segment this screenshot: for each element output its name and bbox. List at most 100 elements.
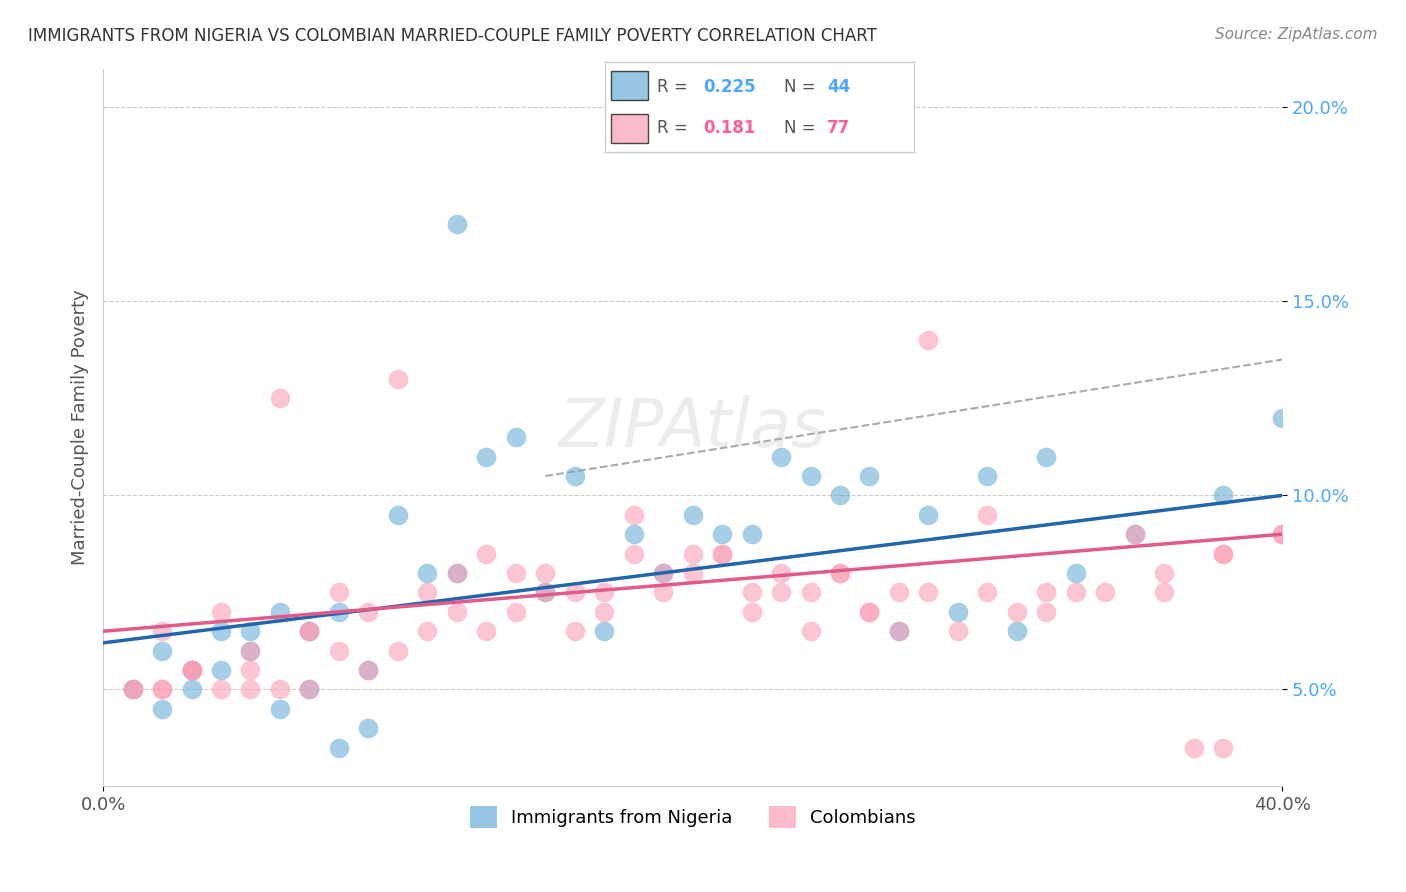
- Point: [239, 643, 262, 657]
- Point: [1005, 605, 1028, 619]
- Point: [328, 740, 350, 755]
- Point: [1153, 566, 1175, 580]
- Point: [858, 605, 880, 619]
- Point: [357, 721, 380, 735]
- Point: [328, 585, 350, 599]
- Point: [328, 605, 350, 619]
- Point: [1271, 527, 1294, 541]
- Text: 77: 77: [827, 120, 851, 137]
- Point: [209, 682, 232, 697]
- Point: [770, 450, 793, 464]
- Point: [564, 469, 586, 483]
- Point: [1212, 488, 1234, 502]
- Point: [652, 585, 675, 599]
- Point: [1271, 527, 1294, 541]
- Text: ZIPAtlas: ZIPAtlas: [558, 394, 827, 460]
- Point: [416, 624, 439, 639]
- Point: [858, 469, 880, 483]
- Point: [298, 682, 321, 697]
- Point: [328, 643, 350, 657]
- Point: [770, 585, 793, 599]
- Point: [298, 624, 321, 639]
- Point: [239, 682, 262, 697]
- Point: [652, 566, 675, 580]
- Point: [150, 682, 173, 697]
- Point: [298, 682, 321, 697]
- Point: [682, 547, 704, 561]
- Point: [239, 663, 262, 677]
- Point: [711, 547, 734, 561]
- Point: [1064, 566, 1087, 580]
- Point: [1182, 740, 1205, 755]
- Point: [1094, 585, 1116, 599]
- Point: [623, 508, 645, 522]
- Point: [828, 488, 851, 502]
- Point: [475, 547, 498, 561]
- Point: [446, 566, 468, 580]
- Point: [269, 605, 291, 619]
- Point: [1212, 547, 1234, 561]
- Point: [1153, 585, 1175, 599]
- Point: [180, 663, 202, 677]
- Point: [121, 682, 143, 697]
- Point: [917, 508, 939, 522]
- Text: R =: R =: [657, 120, 693, 137]
- Point: [976, 585, 998, 599]
- Point: [1212, 547, 1234, 561]
- Point: [180, 682, 202, 697]
- Point: [1212, 740, 1234, 755]
- Point: [387, 643, 409, 657]
- Point: [446, 605, 468, 619]
- Point: [1123, 527, 1146, 541]
- Point: [209, 624, 232, 639]
- FancyBboxPatch shape: [610, 114, 648, 143]
- Point: [711, 547, 734, 561]
- Point: [1123, 527, 1146, 541]
- Point: [180, 663, 202, 677]
- Text: 0.181: 0.181: [703, 120, 756, 137]
- Point: [946, 605, 969, 619]
- Point: [416, 585, 439, 599]
- Point: [593, 605, 616, 619]
- Text: Source: ZipAtlas.com: Source: ZipAtlas.com: [1215, 27, 1378, 42]
- Point: [209, 663, 232, 677]
- Point: [269, 702, 291, 716]
- Point: [741, 527, 763, 541]
- Point: [564, 624, 586, 639]
- Point: [799, 585, 821, 599]
- Point: [741, 605, 763, 619]
- Point: [623, 527, 645, 541]
- Point: [209, 605, 232, 619]
- Point: [298, 624, 321, 639]
- Point: [387, 508, 409, 522]
- Point: [799, 469, 821, 483]
- Point: [770, 566, 793, 580]
- Point: [887, 585, 910, 599]
- Point: [828, 566, 851, 580]
- Point: [1035, 585, 1057, 599]
- Point: [475, 450, 498, 464]
- Point: [505, 605, 527, 619]
- Text: 44: 44: [827, 78, 851, 96]
- Point: [387, 372, 409, 386]
- Point: [682, 566, 704, 580]
- Point: [887, 624, 910, 639]
- Point: [121, 682, 143, 697]
- Point: [416, 566, 439, 580]
- Text: N =: N =: [785, 78, 821, 96]
- Point: [298, 624, 321, 639]
- Point: [505, 566, 527, 580]
- Point: [976, 508, 998, 522]
- Point: [534, 566, 557, 580]
- Text: IMMIGRANTS FROM NIGERIA VS COLOMBIAN MARRIED-COUPLE FAMILY POVERTY CORRELATION C: IMMIGRANTS FROM NIGERIA VS COLOMBIAN MAR…: [28, 27, 877, 45]
- Point: [534, 585, 557, 599]
- Y-axis label: Married-Couple Family Poverty: Married-Couple Family Poverty: [72, 290, 89, 566]
- Point: [446, 566, 468, 580]
- Point: [269, 682, 291, 697]
- Text: N =: N =: [785, 120, 821, 137]
- Point: [269, 392, 291, 406]
- Point: [357, 663, 380, 677]
- Point: [917, 585, 939, 599]
- Point: [505, 430, 527, 444]
- Point: [799, 624, 821, 639]
